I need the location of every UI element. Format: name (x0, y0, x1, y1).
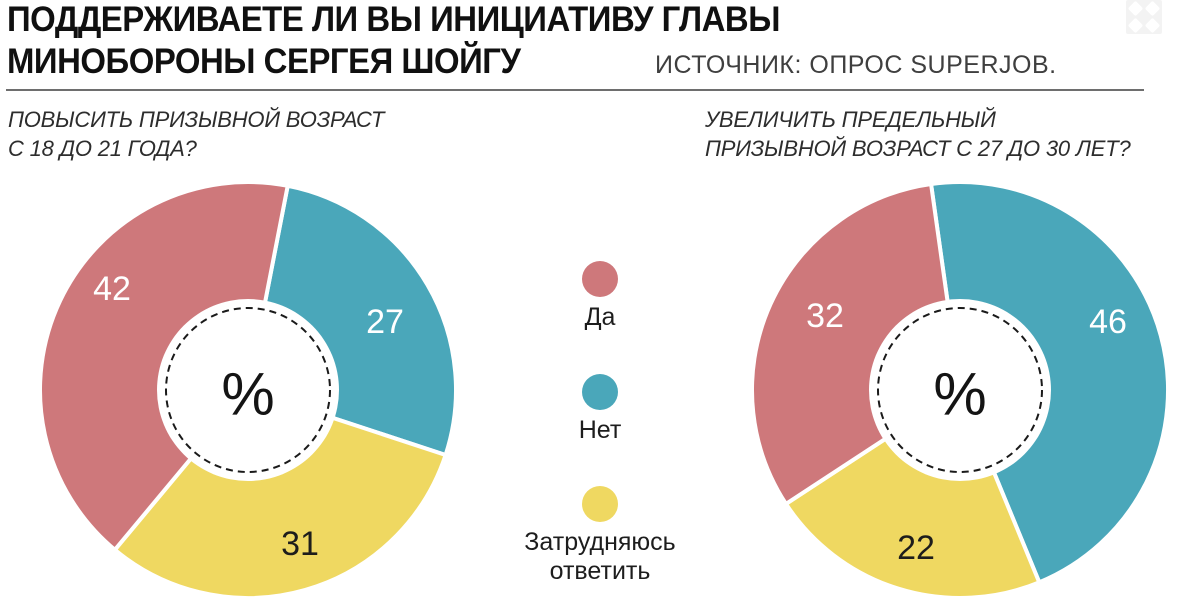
slice-value-label: 31 (281, 525, 319, 563)
right-chart-question-line-2: ПРИЗЫВНОЙ ВОЗРАСТ С 27 ДО 30 ЛЕТ? (705, 136, 1131, 161)
page-title-line-2: МИНОБОРОНЫ СЕРГЕЯ ШОЙГУ (7, 42, 521, 81)
donut-center-dashed-ring (165, 307, 331, 473)
legend-label-no: Нет (578, 416, 622, 444)
donut-center-percent-symbol: % (221, 361, 274, 428)
legend-label-undecided: Затрудняюсь ответить (524, 528, 676, 585)
slice-value-label: 46 (1089, 303, 1127, 341)
donut-center-percent-symbol: % (933, 361, 986, 428)
legend-dot-undecided (582, 486, 618, 522)
donut-chart-raise-limit-27-30: % 46 22 32 (749, 180, 1171, 600)
donut-hole (869, 299, 1051, 481)
legend-label-yes: Да (584, 303, 616, 331)
slice-value-label: 27 (366, 303, 404, 341)
left-chart-question-line-1: ПОВЫСИТЬ ПРИЗЫВНОЙ ВОЗРАСТ (8, 107, 385, 132)
donut-center-dashed-ring (877, 307, 1043, 473)
slice-value-label: 22 (897, 529, 935, 567)
donut-chart-raise-age-18-21: % 27 31 42 (38, 180, 458, 600)
legend-dot-yes (582, 261, 618, 297)
pie-slice-затрудняюсь-ответить (112, 387, 449, 600)
right-chart-question-line-1: УВЕЛИЧИТЬ ПРЕДЕЛЬНЫЙ (705, 107, 996, 132)
legend-dot-no (582, 374, 618, 410)
header-divider (6, 89, 1144, 91)
donut-hole (157, 299, 339, 481)
slice-value-label: 32 (806, 297, 844, 335)
diamond-grid-watermark-icon (1126, 0, 1162, 34)
source-label: ИСТОЧНИК: ОПРОС SUPERJOB. (655, 51, 1057, 79)
page-title-line-1: ПОДДЕРЖИВАЕТЕ ЛИ ВЫ ИНИЦИАТИВУ ГЛАВЫ (7, 0, 780, 39)
left-chart-question-line-2: С 18 ДО 21 ГОДА? (8, 136, 197, 161)
slice-value-label: 42 (93, 270, 131, 308)
